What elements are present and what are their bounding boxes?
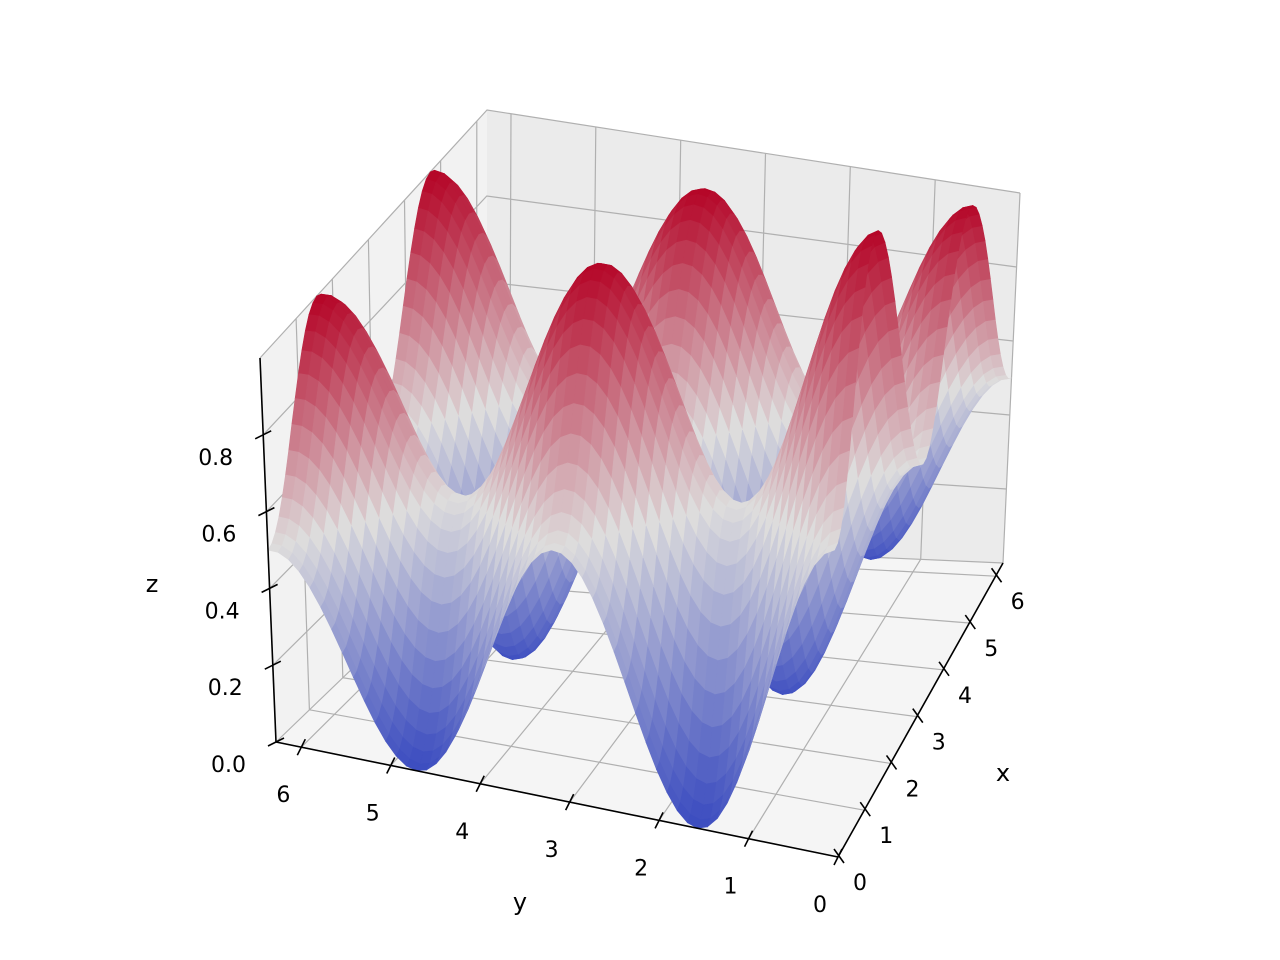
x-tick-label: 4 bbox=[958, 684, 972, 709]
y-axis-label: y bbox=[513, 888, 527, 916]
y-tick-label: 3 bbox=[545, 838, 559, 863]
x-tick bbox=[964, 614, 976, 630]
surface-face bbox=[987, 337, 1001, 356]
gridline-z bbox=[259, 109, 1021, 359]
axis-lines bbox=[254, 357, 1004, 866]
z-tick bbox=[264, 660, 282, 670]
z-tick-label: 0.0 bbox=[211, 753, 246, 778]
x-tick-label: 6 bbox=[1011, 590, 1025, 615]
x-tick bbox=[912, 708, 924, 724]
z-tick-label: 0.8 bbox=[198, 446, 233, 471]
y-tick-label: 5 bbox=[366, 801, 380, 826]
y-axis-line bbox=[275, 741, 839, 858]
surface-face bbox=[823, 542, 839, 555]
y-tick bbox=[564, 793, 575, 811]
x-axis-label: x bbox=[996, 759, 1010, 787]
y-tick bbox=[654, 812, 664, 829]
y-tick-label: 1 bbox=[724, 875, 738, 900]
z-axis-line bbox=[259, 357, 277, 743]
y-tick bbox=[475, 775, 485, 793]
x-tick bbox=[885, 754, 898, 770]
z-axis-label: z bbox=[146, 570, 159, 598]
y-tick-label: 0 bbox=[813, 893, 827, 918]
x-tick bbox=[990, 567, 1003, 583]
x-tick-label: 5 bbox=[984, 637, 998, 662]
z-tick bbox=[254, 430, 272, 440]
y-tick-label: 6 bbox=[276, 783, 290, 808]
z-tick-label: 0.6 bbox=[201, 523, 236, 548]
y-tick-label: 4 bbox=[455, 820, 469, 845]
z-tick-label: 0.2 bbox=[208, 676, 243, 701]
x-axis-line bbox=[837, 562, 1004, 858]
x-tick-label: 1 bbox=[879, 824, 893, 849]
surface-face bbox=[982, 298, 996, 322]
z-tick bbox=[258, 506, 275, 517]
y-tick bbox=[296, 738, 307, 756]
x-tick-label: 3 bbox=[932, 731, 946, 756]
z-tick bbox=[261, 583, 278, 594]
surface-face bbox=[985, 319, 999, 340]
x-tick-label: 2 bbox=[906, 777, 920, 802]
x-tick-label: 0 bbox=[853, 871, 867, 896]
y-tick bbox=[386, 757, 396, 774]
z-tick-label: 0.4 bbox=[205, 599, 240, 624]
x-tick bbox=[859, 801, 871, 817]
y-tick-label: 2 bbox=[634, 856, 648, 881]
z-tick bbox=[267, 737, 285, 747]
y-tick bbox=[833, 848, 843, 866]
surface-mesh bbox=[267, 169, 1012, 829]
x-tick bbox=[938, 661, 950, 677]
y-tick bbox=[743, 830, 754, 848]
